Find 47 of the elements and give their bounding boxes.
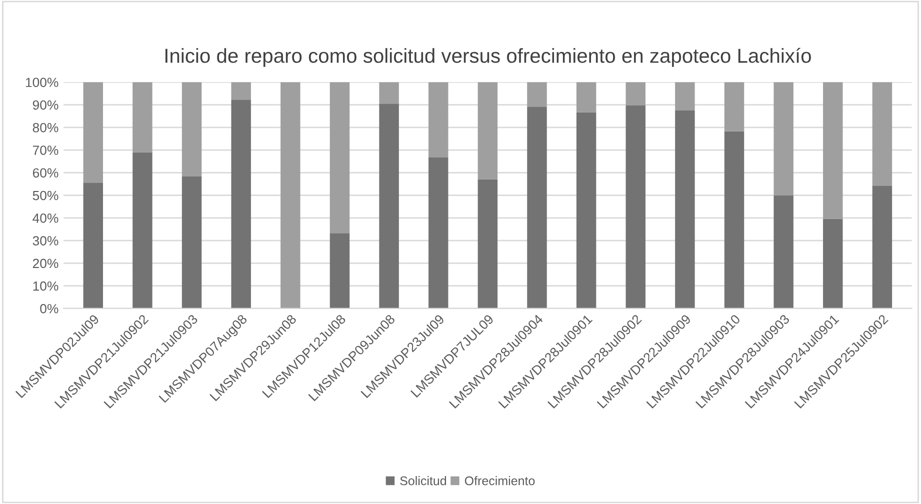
bar: [724, 131, 744, 308]
bar: [83, 82, 103, 183]
bar: [626, 105, 646, 308]
bar: [675, 110, 695, 308]
y-tick-label: 90%: [32, 100, 58, 110]
bar: [626, 82, 646, 106]
bar: [231, 82, 251, 100]
y-tick-label: 20%: [32, 258, 58, 268]
y-tick-label: 70%: [32, 146, 58, 155]
bar: [428, 82, 448, 158]
chart-title: Inicio de reparo como solicitud versus ofrecimiento en zapoteco Lachixío: [165, 48, 811, 67]
bar: [330, 82, 350, 234]
bar: [231, 100, 251, 308]
y-tick-label: 10%: [33, 281, 58, 291]
bar: [576, 112, 596, 308]
y-tick-label: 30%: [32, 236, 58, 246]
bar: [774, 82, 794, 196]
bar: [675, 82, 695, 110]
bar: [182, 82, 202, 177]
bar: [823, 218, 843, 308]
bar: [132, 82, 152, 152]
bar: [527, 82, 547, 107]
bar: [478, 179, 498, 308]
bar: [478, 82, 498, 180]
bar: [182, 176, 202, 308]
bar: [823, 82, 843, 219]
bar: [774, 195, 794, 308]
legend-label: Ofrecimiento: [464, 476, 535, 486]
y-tick-label: 50%: [32, 190, 58, 200]
bar: [379, 82, 399, 104]
y-tick-label: 0%: [40, 304, 58, 314]
bar: [872, 82, 892, 186]
bar: [379, 104, 399, 308]
bar: [428, 158, 448, 308]
bar: [132, 152, 152, 308]
bar: [280, 82, 300, 308]
y-tick-label: 100%: [26, 78, 58, 88]
legend-label: Solicitud: [400, 476, 446, 486]
bar: [527, 106, 547, 308]
y-tick-label: 60%: [32, 168, 58, 178]
y-tick-label: 40%: [32, 213, 58, 223]
bar: [83, 182, 103, 308]
y-tick-label: 80%: [32, 122, 58, 132]
bar: [724, 82, 744, 132]
bar: [872, 186, 892, 308]
bar: [330, 233, 350, 308]
bar: [576, 82, 596, 112]
